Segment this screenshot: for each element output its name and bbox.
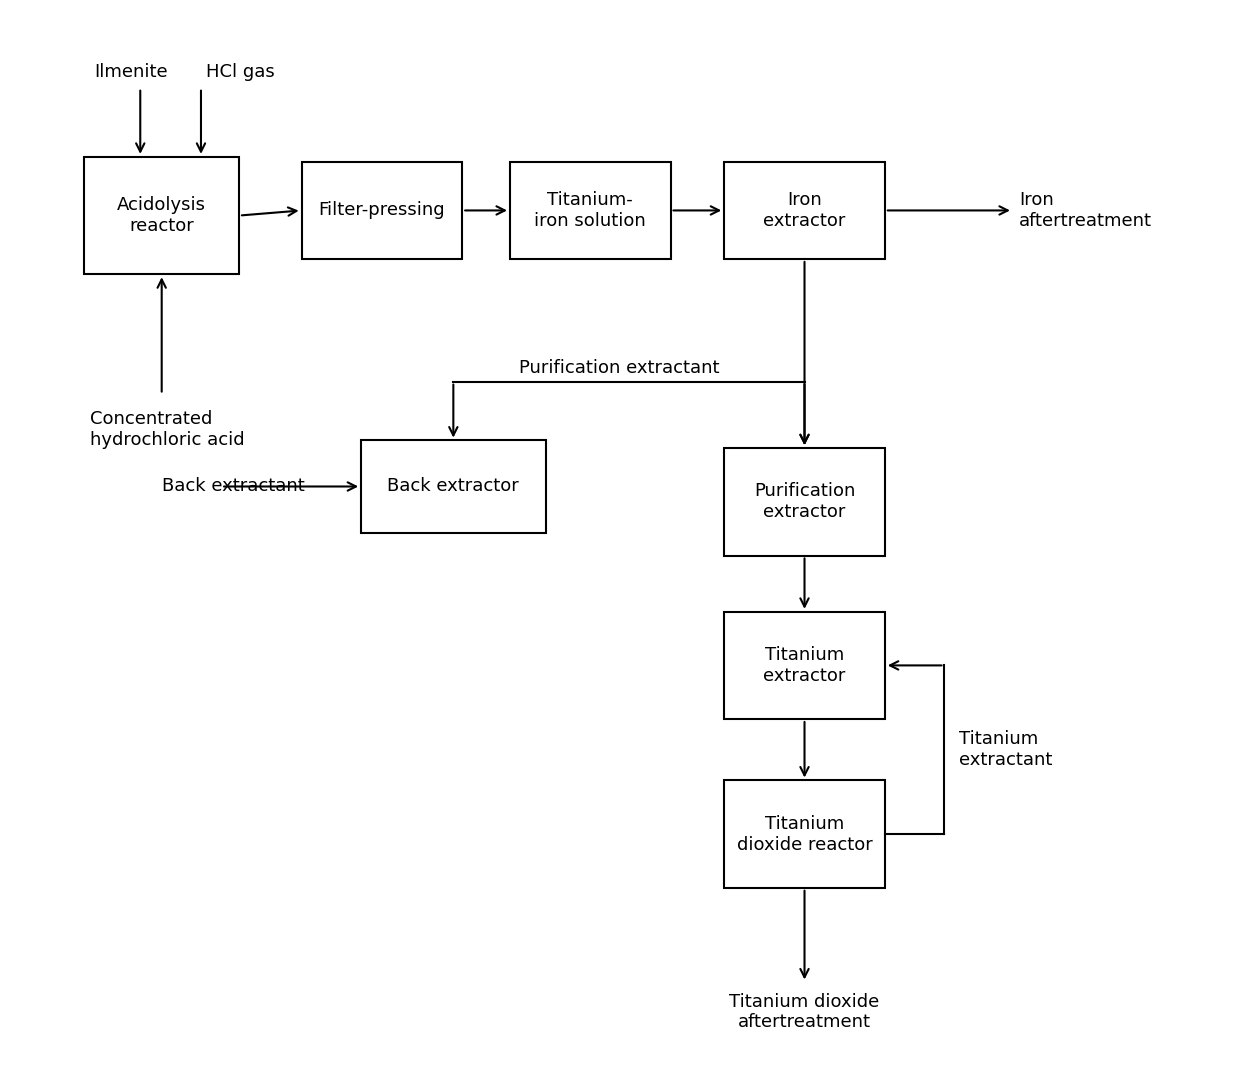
Text: Filter-pressing: Filter-pressing [319, 201, 445, 219]
Text: HCl gas: HCl gas [206, 63, 274, 81]
Text: Titanium
extractant: Titanium extractant [959, 731, 1052, 769]
Bar [301, 162, 463, 259]
Bar [724, 448, 885, 556]
Text: Concentrated
hydrochloric acid: Concentrated hydrochloric acid [91, 410, 244, 448]
Bar [84, 157, 239, 275]
Text: Titanium-
iron solution: Titanium- iron solution [534, 191, 646, 230]
Bar [724, 781, 885, 888]
Text: Titanium
dioxide reactor: Titanium dioxide reactor [737, 815, 873, 853]
Text: Purification
extractor: Purification extractor [754, 482, 856, 521]
Bar [361, 441, 546, 532]
Text: Back extractant: Back extractant [161, 477, 305, 495]
Text: Back extractor: Back extractor [387, 477, 520, 495]
Bar [510, 162, 671, 259]
Bar [724, 611, 885, 719]
Text: Purification extractant: Purification extractant [518, 359, 719, 377]
Text: Titanium
extractor: Titanium extractor [764, 646, 846, 685]
Text: Ilmenite: Ilmenite [94, 63, 167, 81]
Text: Acidolysis
reactor: Acidolysis reactor [118, 196, 206, 235]
Text: Iron
aftertreatment: Iron aftertreatment [1019, 191, 1152, 230]
Bar [724, 162, 885, 259]
Text: Titanium dioxide
aftertreatment: Titanium dioxide aftertreatment [729, 993, 879, 1031]
Text: Iron
extractor: Iron extractor [764, 191, 846, 230]
